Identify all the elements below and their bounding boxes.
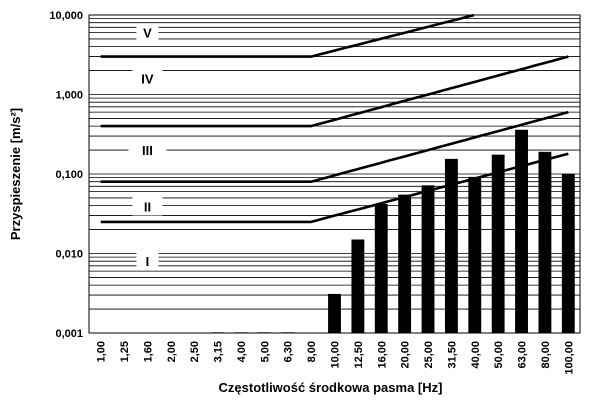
- limit-curve-0: [100, 152, 569, 224]
- y-tick-label: 1,000: [55, 90, 83, 102]
- zone-label-V: V: [143, 26, 152, 41]
- bar-80,00: [538, 151, 552, 333]
- y-tick-label: 0,001: [55, 328, 83, 340]
- x-tick-label: 10,00: [330, 341, 342, 369]
- zone-label-bg: [136, 23, 159, 42]
- bar-16,00: [374, 203, 388, 333]
- x-tick-label: 8,00: [306, 341, 318, 362]
- zone-label-bg: [132, 69, 163, 88]
- y-tick-labels: 0,001 0,010 0,100 1,000 10,000: [49, 10, 83, 340]
- y-tick-label: 10,000: [49, 10, 83, 22]
- x-tick-label: 1,00: [96, 341, 108, 362]
- bar-20,00: [398, 194, 412, 333]
- zone-label-bg: [128, 141, 167, 160]
- x-tick-label: 2,50: [189, 341, 201, 362]
- limit-curve-3: [100, 13, 475, 58]
- plot-frame: [88, 14, 581, 334]
- x-tick-label: 6,30: [283, 341, 295, 362]
- y-axis-title: Przyspieszenie [m/s²]: [8, 108, 23, 240]
- x-tick-label: 80,00: [540, 341, 552, 369]
- x-tick-label: 50,00: [493, 341, 505, 369]
- bar-31,50: [444, 158, 458, 333]
- x-tick-label: 12,50: [353, 341, 365, 369]
- bar-12,50: [351, 239, 365, 333]
- x-tick-label: 5,00: [259, 341, 271, 362]
- x-tick-label: 20,00: [400, 341, 412, 369]
- bar-50,00: [491, 154, 505, 333]
- x-tick-label: 1,60: [142, 341, 154, 362]
- limit-curve-1: [100, 110, 569, 183]
- limit-curve-2: [100, 55, 569, 128]
- zone-label-bg: [132, 197, 163, 216]
- x-tick-label: 4,00: [236, 341, 248, 362]
- x-tick-label: 31,50: [446, 341, 458, 369]
- zone-label-bg: [136, 252, 159, 271]
- x-tick-labels: 1,00 1,25 1,60 2,00 2,50 3,15 4,00 5,00 6,30 8,00…: [96, 341, 576, 375]
- zone-label-II: II: [144, 200, 151, 215]
- x-tick-label: 63,00: [517, 341, 529, 369]
- zone-label-III: III: [142, 143, 153, 158]
- bar-100,00: [561, 173, 575, 333]
- y-tick-label: 0,100: [55, 169, 83, 181]
- zone-label-I: I: [146, 254, 150, 269]
- x-tick-label: 3,15: [213, 341, 225, 362]
- zone-label-IV: IV: [141, 71, 154, 86]
- x-tick-label: 16,00: [376, 341, 388, 369]
- bar-63,00: [515, 129, 528, 333]
- bars: [211, 129, 575, 333]
- bar-10,00: [328, 293, 341, 333]
- bar-40,00: [468, 176, 482, 333]
- x-tick-label: 2,00: [166, 341, 178, 362]
- x-axis-title: Częstotliwość środkowa pasma [Hz]: [219, 380, 443, 395]
- x-tick-label: 100,00: [563, 341, 575, 375]
- y-tick-label: 0,010: [55, 249, 83, 261]
- x-tick-label: 40,00: [470, 341, 482, 369]
- bar-25,00: [421, 185, 435, 333]
- x-tick-label: 1,25: [119, 341, 131, 362]
- x-tick-label: 25,00: [423, 341, 435, 369]
- limit-curves: [100, 13, 569, 224]
